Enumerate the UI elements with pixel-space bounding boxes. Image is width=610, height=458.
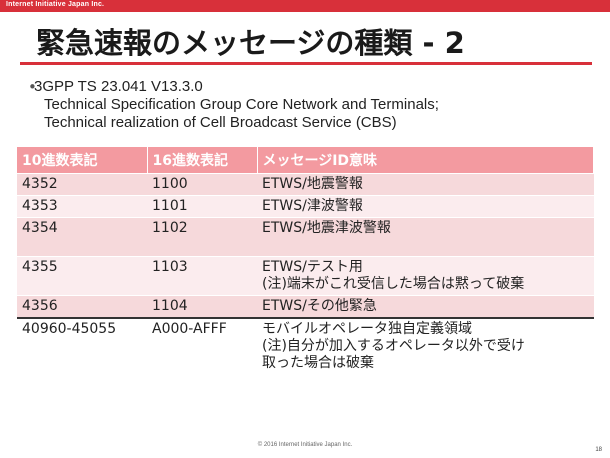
spec-reference: 3GPP TS 23.041 V13.3.0 Technical Specifi… [34, 78, 439, 132]
cell-meaning: ETWS/その他緊急 [257, 294, 594, 318]
slide-title: 緊急速報のメッセージの種類 - 2 [36, 26, 465, 60]
cell-hex: A000-AFFF [147, 316, 257, 374]
header-meaning: メッセージID意味 [257, 147, 594, 173]
meaning-line: モバイルオペレータ独自定義領域 [262, 320, 472, 337]
bullet-marker: • [28, 78, 37, 96]
cell-meaning: ETWS/地震警報 [257, 172, 594, 195]
cell-meaning: モバイルオペレータ独自定義領域 (注)自分が加入するオペレータ以外で受け 取った… [257, 316, 594, 374]
spec-group: Technical Specification Group Core Netwo… [44, 96, 439, 113]
cell-meaning: ETWS/津波警報 [257, 194, 594, 217]
page-number: 18 [595, 447, 602, 453]
meaning-line: ETWS/地震津波警報 [262, 219, 391, 236]
table-row: 4354 1102 ETWS/地震津波警報 [17, 216, 594, 256]
company-name: Internet Initiative Japan Inc. [6, 1, 105, 8]
meaning-line: 取った場合は破棄 [262, 354, 374, 371]
message-id-table: 10進数表記 16進数表記 メッセージID意味 4352 1100 ETWS/地… [17, 147, 594, 374]
cell-decimal: 4354 [17, 216, 147, 256]
copyright-footer: © 2016 Internet Initiative Japan Inc. [257, 442, 353, 448]
title-divider [20, 62, 592, 65]
table-row: 4352 1100 ETWS/地震警報 [17, 172, 594, 195]
cell-decimal: 4355 [17, 255, 147, 295]
spec-id: 3GPP TS 23.041 V13.3.0 [34, 78, 203, 95]
table-header-row: 10進数表記 16進数表記 メッセージID意味 [17, 147, 594, 173]
cell-decimal: 40960-45055 [17, 316, 147, 374]
cell-meaning: ETWS/テスト用 (注)端末がこれ受信した場合は黙って破棄 [257, 255, 594, 295]
cell-hex: 1102 [147, 216, 257, 256]
table-row: 4356 1104 ETWS/その他緊急 [17, 294, 594, 318]
meaning-line: ETWS/テスト用 [262, 258, 363, 275]
meaning-line: (注)端末がこれ受信した場合は黙って破棄 [262, 275, 525, 292]
spec-title: Technical realization of Cell Broadcast … [44, 114, 397, 131]
meaning-line: ETWS/地震警報 [262, 175, 363, 192]
cell-hex: 1104 [147, 294, 257, 318]
table-row: 40960-45055 A000-AFFF モバイルオペレータ独自定義領域 (注… [17, 316, 594, 374]
meaning-line: ETWS/津波警報 [262, 197, 363, 214]
table-row: 4355 1103 ETWS/テスト用 (注)端末がこれ受信した場合は黙って破棄 [17, 255, 594, 295]
meaning-line: ETWS/その他緊急 [262, 297, 377, 314]
cell-meaning: ETWS/地震津波警報 [257, 216, 594, 256]
header-decimal: 10進数表記 [17, 147, 148, 173]
top-bar: Internet Initiative Japan Inc. [0, 0, 610, 12]
cell-decimal: 4352 [17, 172, 147, 195]
cell-hex: 1100 [147, 172, 257, 195]
cell-decimal: 4356 [17, 294, 147, 318]
cell-hex: 1103 [147, 255, 257, 295]
table-row: 4353 1101 ETWS/津波警報 [17, 194, 594, 217]
header-hex: 16進数表記 [147, 147, 258, 173]
cell-hex: 1101 [147, 194, 257, 217]
meaning-line: (注)自分が加入するオペレータ以外で受け [262, 337, 525, 354]
cell-decimal: 4353 [17, 194, 147, 217]
meaning-line [262, 237, 589, 254]
